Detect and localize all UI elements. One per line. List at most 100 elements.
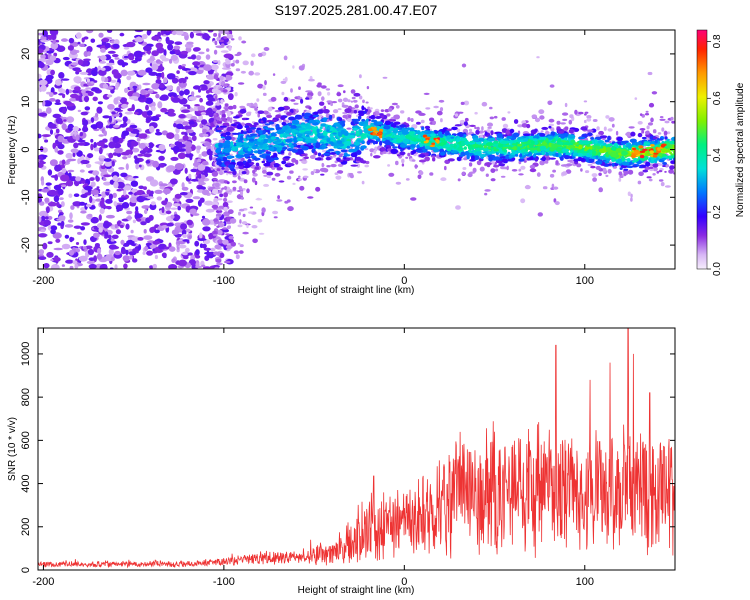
heatmap-cell — [75, 32, 82, 39]
heatmap-cell — [38, 256, 47, 260]
heatmap-cell — [290, 99, 296, 102]
heatmap-cell — [130, 180, 139, 187]
heatmap-cell — [65, 88, 70, 95]
heatmap-cell — [47, 35, 53, 40]
heatmap-cell — [263, 138, 269, 144]
heatmap-cell — [86, 260, 96, 265]
heatmap-cell — [621, 150, 628, 156]
heatmap-cell — [416, 121, 421, 125]
heatmap-cell — [350, 164, 359, 167]
heatmap-cell — [290, 88, 293, 93]
heatmap-cell — [304, 112, 311, 117]
heatmap-cell — [675, 137, 678, 142]
heatmap-cell — [188, 181, 192, 184]
heatmap-cell — [205, 54, 211, 60]
heatmap-cell — [241, 117, 247, 121]
heatmap-cell — [595, 165, 601, 170]
heatmap-cell — [213, 32, 218, 37]
heatmap-cell — [248, 138, 255, 142]
heatmap-cell — [506, 135, 513, 139]
heatmap-cell — [395, 160, 399, 166]
heatmap-cell — [223, 147, 231, 153]
heatmap-cell — [536, 172, 541, 177]
heatmap-cell — [425, 107, 431, 110]
heatmap-cell — [409, 131, 415, 136]
heatmap-cell — [285, 120, 290, 123]
heatmap-cell — [192, 61, 201, 66]
heatmap-cell — [150, 115, 160, 122]
heatmap-cell — [257, 149, 263, 155]
heatmap-cell — [280, 143, 286, 146]
heatmap-cell — [373, 149, 377, 154]
heatmap-cell — [586, 129, 594, 133]
heatmap-cell — [595, 155, 599, 160]
heatmap-cell — [236, 154, 242, 158]
heatmap-cell — [112, 43, 120, 49]
heatmap-cell — [273, 216, 278, 219]
heatmap-cell — [292, 182, 296, 185]
heatmap-cell — [430, 155, 437, 158]
heatmap-cell — [154, 229, 160, 234]
heatmap-cell — [439, 107, 444, 112]
heatmap-cell — [214, 244, 222, 250]
heatmap-cell — [67, 45, 74, 51]
heatmap-cell — [252, 238, 258, 244]
heatmap-cell — [584, 111, 589, 114]
heatmap-cell — [675, 162, 681, 165]
heatmap-cell — [366, 86, 370, 90]
heatmap-cell — [38, 233, 47, 238]
heatmap-cell — [513, 146, 517, 151]
heatmap-cell — [50, 175, 58, 178]
heatmap-cell — [615, 130, 619, 136]
heatmap-cell — [336, 92, 342, 97]
heatmap-cell — [294, 132, 301, 135]
heatmap-cell — [166, 222, 174, 227]
heatmap-cell — [490, 178, 496, 182]
heatmap-cell — [380, 147, 386, 152]
heatmap-cell — [233, 250, 240, 255]
heatmap-cell — [224, 103, 229, 107]
heatmap-cell — [53, 247, 63, 251]
heatmap-cell — [283, 156, 291, 159]
heatmap-cell — [113, 181, 119, 189]
heatmap-cell — [72, 126, 80, 132]
heatmap-cell — [239, 219, 242, 224]
heatmap-cell — [44, 216, 49, 220]
heatmap-cell — [47, 201, 58, 207]
heatmap-cell — [79, 71, 89, 75]
heatmap-cell — [70, 148, 79, 154]
heatmap-cell — [457, 146, 464, 152]
heatmap-cell — [257, 110, 265, 114]
heatmap-cell — [130, 229, 134, 234]
heatmap-cell — [240, 196, 244, 200]
heatmap-cell — [129, 96, 139, 100]
heatmap-cell — [347, 118, 352, 122]
heatmap-cell — [183, 104, 191, 107]
heatmap-cell — [392, 146, 398, 149]
heatmap-cell — [223, 192, 229, 198]
heatmap-cell — [421, 130, 428, 133]
heatmap-cell — [603, 126, 607, 131]
heatmap-cell — [104, 42, 111, 49]
heatmap-cell — [365, 101, 369, 104]
heatmap-cell — [114, 147, 123, 154]
heatmap-cell — [263, 163, 271, 167]
heatmap-cell — [368, 116, 375, 119]
heatmap-cell — [263, 174, 268, 177]
heatmap-cell — [359, 74, 362, 79]
heatmap-cell — [333, 146, 338, 149]
heatmap-cell — [100, 48, 106, 53]
heatmap-cell — [141, 193, 150, 197]
heatmap-cell — [522, 152, 529, 155]
heatmap-cell — [181, 131, 186, 135]
heatmap-cell — [152, 160, 160, 168]
heatmap-cell — [39, 39, 49, 42]
heatmap-cell — [102, 178, 107, 181]
heatmap-cell — [364, 164, 370, 168]
heatmap-cell — [574, 109, 578, 115]
heatmap-cell — [490, 130, 494, 136]
heatmap-cell — [593, 145, 601, 149]
heatmap-cell — [572, 148, 579, 151]
heatmap-cell — [59, 197, 64, 201]
heatmap-cell — [145, 159, 151, 164]
